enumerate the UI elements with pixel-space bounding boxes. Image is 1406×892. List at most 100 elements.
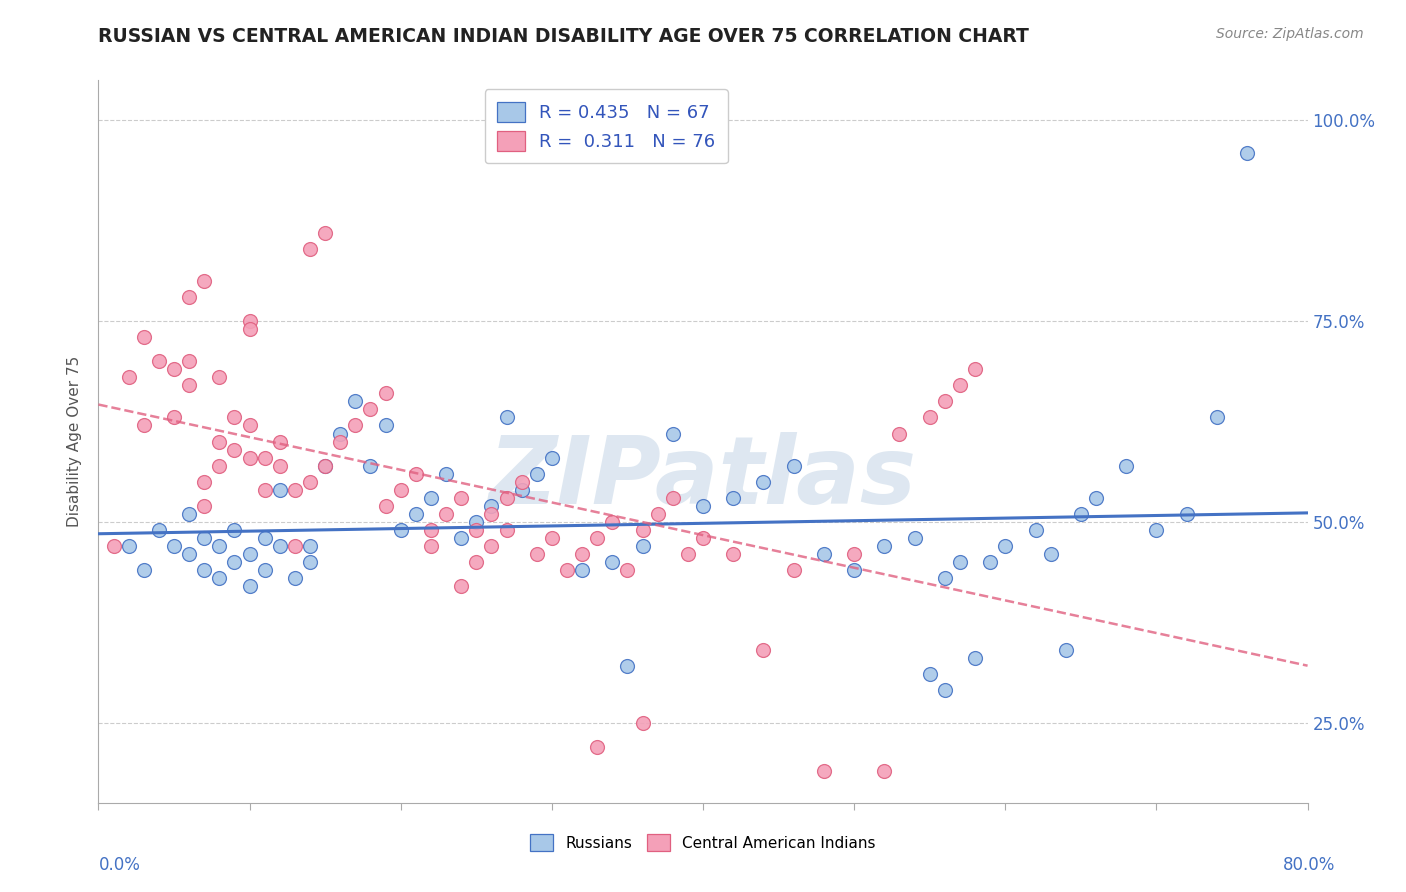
Legend: Russians, Central American Indians: Russians, Central American Indians [520, 825, 886, 860]
Point [450, 531, 472, 545]
Point [1054, 643, 1077, 657]
Point [783, 458, 806, 473]
Point [510, 483, 533, 497]
Point [661, 426, 683, 441]
Point [631, 539, 654, 553]
Point [692, 499, 714, 513]
Point [510, 475, 533, 489]
Point [813, 764, 835, 778]
Point [873, 764, 896, 778]
Point [602, 515, 624, 529]
Point [118, 370, 141, 384]
Point [979, 555, 1001, 569]
Point [253, 531, 276, 545]
Point [495, 410, 517, 425]
Point [723, 491, 745, 505]
Point [253, 483, 276, 497]
Point [329, 426, 352, 441]
Point [299, 242, 322, 256]
Point [1206, 410, 1229, 425]
Point [148, 523, 170, 537]
Point [389, 523, 412, 537]
Point [844, 547, 866, 561]
Text: 0.0%: 0.0% [98, 856, 141, 874]
Point [224, 442, 246, 457]
Point [193, 531, 215, 545]
Point [405, 507, 427, 521]
Point [329, 434, 352, 449]
Point [239, 322, 262, 336]
Point [314, 458, 336, 473]
Point [1115, 458, 1137, 473]
Point [1024, 523, 1046, 537]
Point [103, 539, 125, 553]
Point [481, 507, 503, 521]
Point [374, 386, 396, 401]
Point [179, 354, 201, 368]
Point [571, 547, 593, 561]
Point [179, 507, 201, 521]
Point [526, 467, 548, 481]
Point [616, 659, 638, 673]
Point [344, 418, 367, 433]
Point [676, 547, 699, 561]
Point [1175, 507, 1198, 521]
Point [1085, 491, 1108, 505]
Point [269, 539, 291, 553]
Point [163, 410, 186, 425]
Point [540, 450, 562, 465]
Point [918, 410, 941, 425]
Point [344, 394, 367, 409]
Point [239, 314, 262, 328]
Point [571, 563, 593, 577]
Point [284, 483, 307, 497]
Point [269, 434, 291, 449]
Point [526, 547, 548, 561]
Point [179, 290, 201, 304]
Point [994, 539, 1017, 553]
Point [949, 555, 972, 569]
Point [284, 539, 307, 553]
Point [481, 539, 503, 553]
Point [783, 563, 806, 577]
Point [602, 555, 624, 569]
Point [148, 354, 170, 368]
Point [132, 330, 155, 344]
Y-axis label: Disability Age Over 75: Disability Age Over 75 [67, 356, 83, 527]
Point [193, 274, 215, 288]
Point [118, 539, 141, 553]
Point [374, 418, 396, 433]
Text: 80.0%: 80.0% [1284, 856, 1336, 874]
Point [481, 499, 503, 513]
Point [405, 467, 427, 481]
Point [586, 531, 609, 545]
Point [360, 458, 382, 473]
Point [965, 651, 987, 665]
Point [647, 507, 669, 521]
Point [208, 571, 231, 585]
Point [163, 362, 186, 376]
Point [752, 475, 775, 489]
Point [889, 426, 911, 441]
Point [420, 491, 443, 505]
Point [420, 539, 443, 553]
Point [389, 483, 412, 497]
Point [132, 563, 155, 577]
Text: RUSSIAN VS CENTRAL AMERICAN INDIAN DISABILITY AGE OVER 75 CORRELATION CHART: RUSSIAN VS CENTRAL AMERICAN INDIAN DISAB… [98, 27, 1029, 45]
Point [934, 571, 956, 585]
Point [224, 523, 246, 537]
Point [208, 539, 231, 553]
Point [1039, 547, 1062, 561]
Point [873, 539, 896, 553]
Point [224, 410, 246, 425]
Point [360, 402, 382, 417]
Point [949, 378, 972, 392]
Point [934, 683, 956, 698]
Point [844, 563, 866, 577]
Point [495, 491, 517, 505]
Point [269, 483, 291, 497]
Point [193, 475, 215, 489]
Point [631, 523, 654, 537]
Point [631, 715, 654, 730]
Point [224, 555, 246, 569]
